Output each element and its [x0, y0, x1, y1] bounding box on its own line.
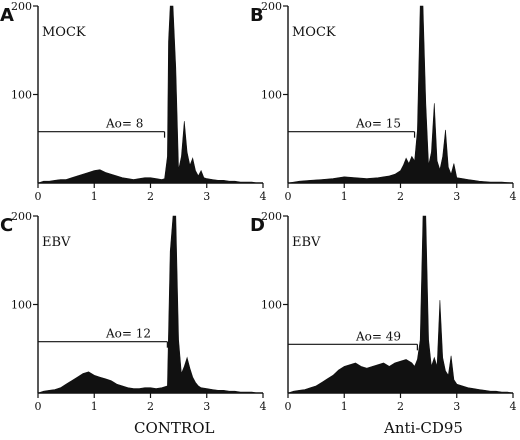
x-tick-label: 2: [397, 190, 404, 203]
x-tick-label: 4: [510, 400, 517, 413]
histogram-area: [37, 215, 263, 394]
inset-label: MOCK: [42, 25, 86, 40]
y-tick-label: 200: [261, 210, 282, 223]
x-tick-label: 1: [91, 190, 98, 203]
inset-label: MOCK: [292, 25, 336, 40]
x-tick-label: 0: [285, 190, 292, 203]
x-tick-label: 1: [341, 190, 348, 203]
y-tick-label: 200: [11, 0, 32, 13]
x-tick-label: 3: [453, 190, 460, 203]
x-tick-label: 3: [203, 190, 210, 203]
ao-marker-label: Ao= 12: [105, 327, 151, 341]
histogram-area: [37, 5, 263, 184]
panel-letter: A: [0, 5, 14, 26]
panel-letter: D: [250, 215, 265, 236]
x-tick-label: 0: [285, 400, 292, 413]
x-tick-label: 0: [35, 400, 42, 413]
x-tick-label: 0: [35, 190, 42, 203]
x-tick-label: 4: [260, 400, 267, 413]
inset-label: EBV: [292, 235, 321, 250]
x-tick-label: 2: [147, 190, 154, 203]
y-tick-label: 100: [261, 299, 282, 312]
histogram-area: [287, 215, 514, 394]
x-tick-label: 2: [397, 400, 404, 413]
y-tick-label: 100: [11, 299, 32, 312]
ao-marker-label: Ao= 15: [355, 117, 401, 131]
column-label-anti-cd95: Anti-CD95: [384, 419, 463, 437]
x-tick-label: 1: [341, 400, 348, 413]
y-tick-label: 200: [261, 0, 282, 13]
x-tick-label: 2: [147, 400, 154, 413]
x-tick-label: 1: [91, 400, 98, 413]
x-tick-label: 3: [453, 400, 460, 413]
x-tick-label: 3: [203, 400, 210, 413]
histogram-area: [287, 5, 514, 184]
y-tick-label: 100: [261, 89, 282, 102]
column-label-control: CONTROL: [134, 419, 215, 437]
ao-marker-label: Ao= 8: [105, 117, 143, 131]
ao-marker-label: Ao= 49: [355, 329, 401, 343]
y-tick-label: 200: [11, 210, 32, 223]
y-tick-label: 100: [11, 89, 32, 102]
x-tick-label: 4: [510, 190, 517, 203]
x-tick-label: 4: [260, 190, 267, 203]
panel-letter: C: [0, 215, 13, 236]
inset-label: EBV: [42, 235, 71, 250]
panel-letter: B: [250, 5, 264, 26]
